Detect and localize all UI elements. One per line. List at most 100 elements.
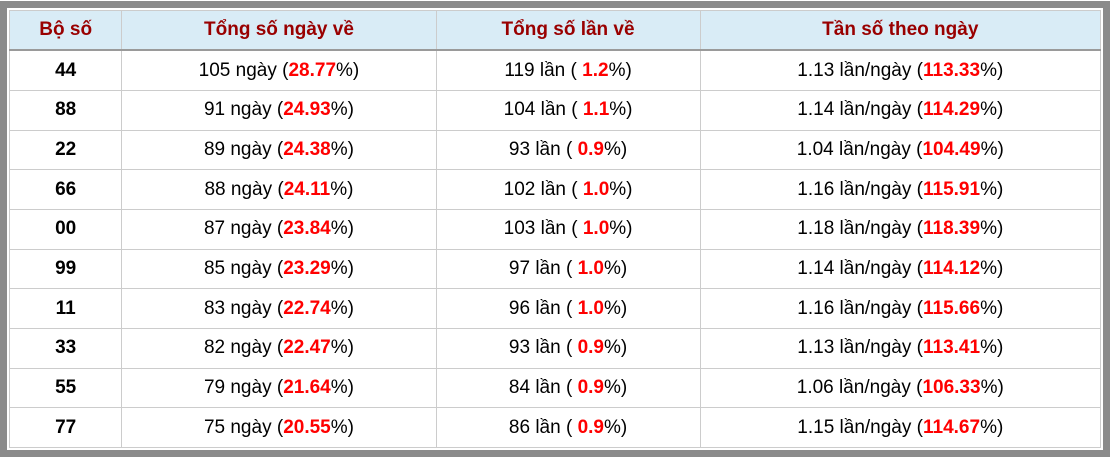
- times-text-suffix: %): [609, 218, 633, 240]
- freq-text: 1.13 lần/ngày (: [797, 59, 923, 81]
- days-cell: 85 ngày (23.29%): [121, 248, 437, 290]
- freq-text: 1.13 lần/ngày (: [797, 337, 923, 359]
- freq-percent-value: 114.67: [922, 416, 981, 438]
- freq-text-suffix: %): [980, 139, 1004, 160]
- days-text-suffix: %): [330, 257, 354, 279]
- times-cell: 119 lần ( 1.2%): [435, 49, 701, 92]
- pair-cell: 00: [8, 208, 123, 250]
- days-percent-value: 22.47: [283, 337, 331, 359]
- times-text-suffix: %): [609, 99, 633, 121]
- days-percent-value: 24.38: [283, 139, 331, 160]
- header-row: Bộ số Tổng số ngày về Tổng số lần về Tần…: [8, 10, 1102, 51]
- frequency-cell: 1.14 lần/ngày (114.12%): [699, 248, 1102, 290]
- times-text: 93 lần (: [508, 337, 578, 359]
- days-text-suffix: %): [330, 337, 354, 359]
- table-row: 44 105 ngày (28.77%) 119 lần ( 1.2%) 1.13 l…: [8, 49, 1102, 92]
- freq-text-suffix: %): [980, 416, 1004, 438]
- days-cell: 105 ngày (28.77%): [121, 49, 437, 92]
- days-cell: 91 ngày (24.93%): [121, 90, 437, 131]
- days-text-suffix: %): [330, 218, 354, 240]
- times-text-suffix: %): [609, 178, 633, 200]
- freq-text: 1.06 lần/ngày (: [796, 376, 923, 398]
- freq-text-suffix: %): [980, 59, 1004, 81]
- times-text: 102 lần (: [503, 178, 583, 200]
- pair-cell: 88: [8, 90, 123, 131]
- times-text-suffix: %): [603, 376, 628, 398]
- col-header-total-days: Tổng số ngày về: [121, 10, 437, 51]
- days-text: 79 ngày (: [203, 376, 284, 398]
- times-text-suffix: %): [603, 337, 628, 359]
- freq-text: 1.16 lần/ngày (: [797, 297, 923, 319]
- freq-percent-value: 114.12: [922, 257, 981, 279]
- times-cell: 84 lần ( 0.9%): [435, 367, 701, 409]
- times-percent-value: 0.9: [577, 337, 604, 359]
- pair-cell: 11: [8, 288, 123, 329]
- days-percent-value: 22.74: [283, 297, 331, 319]
- times-text: 96 lần (: [508, 297, 578, 319]
- pair-cell: 55: [8, 367, 123, 409]
- days-text: 87 ngày (: [203, 218, 284, 240]
- times-text: 93 lần (: [508, 139, 578, 160]
- days-cell: 88 ngày (24.11%): [121, 169, 437, 210]
- times-text: 119 lần (: [504, 59, 583, 81]
- times-percent-value: 1.0: [577, 257, 604, 279]
- pair-cell: 33: [8, 327, 123, 369]
- freq-percent-value: 104.49: [922, 139, 981, 160]
- times-text: 86 lần (: [508, 416, 578, 438]
- times-cell: 86 lần ( 0.9%): [435, 407, 701, 448]
- times-percent-value: 1.0: [577, 297, 604, 319]
- times-percent-value: 0.9: [577, 139, 604, 160]
- days-text-suffix: %): [330, 416, 354, 438]
- table-row: 33 82 ngày (22.47%) 93 lần ( 0.9%) 1.13 lần…: [8, 327, 1102, 369]
- freq-text-suffix: %): [980, 99, 1004, 121]
- col-header-total-times: Tổng số lần về: [435, 10, 701, 51]
- freq-text-suffix: %): [980, 257, 1004, 279]
- days-cell: 75 ngày (20.55%): [121, 407, 437, 448]
- days-text-suffix: %): [336, 59, 360, 81]
- days-cell: 83 ngày (22.74%): [121, 288, 437, 329]
- days-cell: 89 ngày (24.38%): [121, 129, 437, 171]
- times-text: 103 lần (: [503, 218, 583, 240]
- pair-cell: 22: [8, 129, 123, 171]
- table-row: 11 83 ngày (22.74%) 96 lần ( 1.0%) 1.16 lần…: [8, 288, 1102, 329]
- col-header-frequency: Tần số theo ngày: [699, 10, 1102, 51]
- times-cell: 97 lần ( 1.0%): [435, 248, 701, 290]
- table-row: 22 89 ngày (24.38%) 93 lần ( 0.9%) 1.04 lần…: [8, 129, 1102, 171]
- table-row: 66 88 ngày (24.11%) 102 lần ( 1.0%) 1.16 lầ…: [8, 169, 1102, 210]
- days-text-suffix: %): [330, 297, 354, 319]
- days-text: 82 ngày (: [203, 337, 284, 359]
- table-row: 55 79 ngày (21.64%) 84 lần ( 0.9%) 1.06 lần…: [8, 367, 1102, 409]
- freq-text: 1.18 lần/ngày (: [797, 218, 923, 240]
- frequency-cell: 1.18 lần/ngày (118.39%): [699, 208, 1102, 250]
- times-percent-value: 1.0: [582, 178, 610, 200]
- days-percent-value: 24.11: [283, 178, 331, 200]
- times-percent-value: 1.0: [582, 218, 610, 240]
- days-text-suffix: %): [330, 139, 354, 160]
- days-cell: 82 ngày (22.47%): [121, 327, 437, 369]
- days-text: 83 ngày (: [203, 297, 284, 319]
- pair-cell: 77: [8, 407, 123, 448]
- pair-cell: 44: [8, 49, 123, 92]
- days-text: 85 ngày (: [203, 257, 284, 279]
- frequency-cell: 1.06 lần/ngày (106.33%): [699, 367, 1102, 409]
- frequency-cell: 1.15 lần/ngày (114.67%): [699, 407, 1102, 448]
- times-percent-value: 1.2: [582, 59, 609, 81]
- frequency-cell: 1.13 lần/ngày (113.41%): [699, 327, 1102, 369]
- times-text-suffix: %): [603, 139, 628, 160]
- freq-text-suffix: %): [980, 337, 1004, 359]
- lottery-statistics-table: Bộ số Tổng số ngày về Tổng số lần về Tần…: [8, 10, 1102, 448]
- freq-text: 1.14 lần/ngày (: [797, 257, 923, 279]
- freq-percent-value: 113.41: [922, 337, 981, 359]
- times-text: 104 lần (: [503, 99, 583, 121]
- col-header-pair: Bộ số: [8, 10, 123, 51]
- freq-percent-value: 113.33: [922, 59, 981, 81]
- freq-text-suffix: %): [980, 178, 1004, 200]
- times-cell: 96 lần ( 1.0%): [435, 288, 701, 329]
- days-text: 88 ngày (: [204, 178, 284, 200]
- days-cell: 87 ngày (23.84%): [121, 208, 437, 250]
- days-percent-value: 24.93: [283, 99, 331, 121]
- days-text: 105 ngày (: [198, 59, 289, 81]
- days-text: 75 ngày (: [203, 416, 284, 438]
- freq-percent-value: 114.29: [922, 99, 981, 121]
